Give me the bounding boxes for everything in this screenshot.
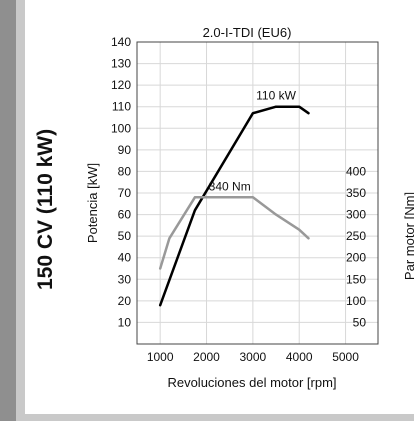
x-tick-label: 3000 [240,350,267,364]
chart-title: 2.0-I-TDI (EU6) [203,25,292,40]
y-tick-label-right: 50 [353,315,367,329]
left-strip [0,0,16,421]
grid [137,41,378,344]
power-curve [158,105,310,307]
x-tick-label: 5000 [332,350,359,364]
x-axis-label: Revoluciones del motor [rpm] [167,375,336,390]
y-tick-label-left: 130 [111,57,131,71]
y-tick-label-right: 350 [346,186,366,200]
y-tick-label-left: 100 [111,121,131,135]
y-tick-label-right: 200 [346,251,366,265]
y-axis-label-left: Potencia [kW] [85,163,100,243]
y-axis-label-right: Par motor [Nm] [402,192,414,280]
y-tick-label-right: 100 [346,294,366,308]
y-tick-label-left: 10 [118,315,132,329]
y-tick-label-left: 70 [118,186,132,200]
y-tick-label-left: 40 [118,251,132,265]
series-group [158,105,310,307]
y-tick-label-left: 80 [118,164,132,178]
y-tick-label-right: 250 [346,229,366,243]
plot-frame [136,41,379,345]
x-tick-label: 4000 [286,350,313,364]
chart-panel [25,0,414,414]
axes [136,41,379,345]
torque-curve [158,196,310,270]
y-tick-label-right: 300 [346,208,366,222]
y-tick-label-right: 150 [346,272,366,286]
y-tick-label-left: 50 [118,229,132,243]
y-tick-label-left: 20 [118,294,132,308]
y-tick-label-left: 110 [112,100,131,114]
y-tick-label-left: 120 [111,78,131,92]
y-tick-label-left: 140 [111,35,131,49]
y-tick-label-left: 30 [118,272,132,286]
power-annotation: 110 kW [256,89,296,103]
torque-annotation: 340 Nm [209,179,251,193]
y-tick-label-right: 400 [346,164,366,178]
y-tick-label-left: 60 [118,208,132,222]
x-tick-label: 1000 [147,350,174,364]
x-tick-label: 2000 [193,350,220,364]
y-tick-label-left: 90 [118,143,132,157]
labels-group: 10 20 30 40 50 60 70 80 90 100 110 120 130 140 50 100 15… [111,35,366,364]
